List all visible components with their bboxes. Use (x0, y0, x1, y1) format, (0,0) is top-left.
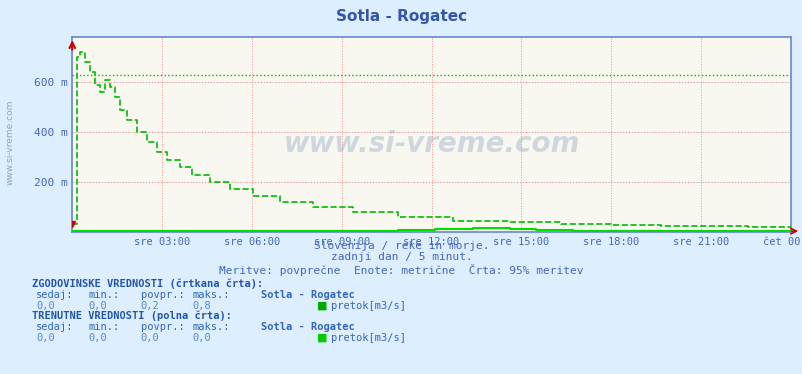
Text: 0,2: 0,2 (140, 301, 159, 311)
Text: 0,0: 0,0 (36, 301, 55, 311)
Text: povpr.:: povpr.: (140, 322, 184, 332)
Text: Slovenija / reke in morje.: Slovenija / reke in morje. (314, 241, 488, 251)
Text: ■: ■ (317, 301, 327, 311)
Text: sedaj:: sedaj: (36, 322, 74, 332)
Text: pretok[m3/s]: pretok[m3/s] (330, 333, 405, 343)
Text: 0,0: 0,0 (88, 333, 107, 343)
Text: Meritve: povprečne  Enote: metrične  Črta: 95% meritev: Meritve: povprečne Enote: metrične Črta:… (219, 264, 583, 276)
Text: 0,0: 0,0 (192, 333, 211, 343)
Text: min.:: min.: (88, 322, 119, 332)
Text: sedaj:: sedaj: (36, 290, 74, 300)
Text: ■: ■ (317, 333, 327, 343)
Text: povpr.:: povpr.: (140, 290, 184, 300)
Text: 0,0: 0,0 (36, 333, 55, 343)
Text: www.si-vreme.com: www.si-vreme.com (283, 131, 579, 158)
Text: 0,0: 0,0 (88, 301, 107, 311)
Text: pretok[m3/s]: pretok[m3/s] (330, 301, 405, 311)
Text: maks.:: maks.: (192, 290, 230, 300)
Text: min.:: min.: (88, 290, 119, 300)
Text: 0,0: 0,0 (140, 333, 159, 343)
Text: Sotla - Rogatec: Sotla - Rogatec (335, 9, 467, 24)
Text: 0,8: 0,8 (192, 301, 211, 311)
Text: Sotla - Rogatec: Sotla - Rogatec (261, 322, 354, 332)
Text: zadnji dan / 5 minut.: zadnji dan / 5 minut. (330, 252, 472, 263)
Text: maks.:: maks.: (192, 322, 230, 332)
Text: Sotla - Rogatec: Sotla - Rogatec (261, 290, 354, 300)
Text: ZGODOVINSKE VREDNOSTI (črtkana črta):: ZGODOVINSKE VREDNOSTI (črtkana črta): (32, 279, 263, 289)
Text: TRENUTNE VREDNOSTI (polna črta):: TRENUTNE VREDNOSTI (polna črta): (32, 310, 232, 321)
Text: www.si-vreme.com: www.si-vreme.com (5, 99, 14, 185)
